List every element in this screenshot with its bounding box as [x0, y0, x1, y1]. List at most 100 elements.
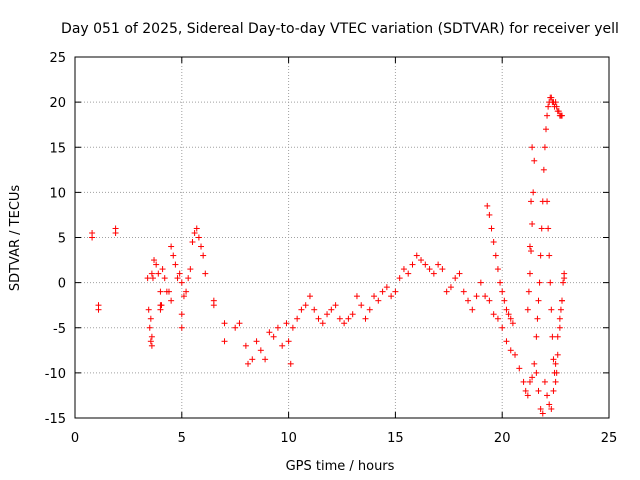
data-point [499, 288, 506, 295]
data-point [537, 405, 544, 412]
data-point [283, 320, 290, 327]
data-point [345, 315, 352, 322]
data-point [161, 275, 168, 282]
y-axis-label: SDTVAR / TECUs [8, 185, 23, 292]
data-point [191, 229, 198, 236]
data-point [549, 333, 556, 340]
data-point [540, 166, 547, 173]
data-point [553, 103, 560, 110]
data-point [512, 351, 519, 358]
data-point [557, 306, 564, 313]
data-point [528, 248, 535, 255]
data-point [533, 333, 540, 340]
data-point [147, 315, 154, 322]
data-point [465, 297, 472, 304]
data-point [490, 311, 497, 318]
data-point [552, 378, 559, 385]
data-point [198, 243, 205, 250]
x-tick-label: 25 [601, 431, 618, 446]
data-point [221, 338, 228, 345]
data-point [242, 342, 249, 349]
data-point [556, 315, 563, 322]
data-point [168, 243, 175, 250]
data-point [534, 315, 541, 322]
data-point [501, 297, 508, 304]
data-point [538, 225, 545, 232]
data-point [174, 275, 181, 282]
data-point [548, 306, 555, 313]
data-point [525, 288, 532, 295]
data-point [559, 112, 566, 119]
x-tick-label: 10 [280, 431, 297, 446]
data-point [289, 324, 296, 331]
data-point [554, 351, 561, 358]
data-point [522, 387, 529, 394]
axis-ticks: 0 5 10 15 20 25 -15 -10 -5 0 5 10 15 20 25 [45, 51, 618, 446]
data-point [266, 329, 273, 336]
data-point [405, 270, 412, 277]
data-point [486, 211, 493, 218]
data-point [484, 202, 491, 209]
data-point [520, 378, 527, 385]
data-point [146, 324, 153, 331]
data-point [232, 324, 239, 331]
data-point [503, 338, 510, 345]
data-point [452, 275, 459, 282]
data-point [556, 324, 563, 331]
data-point [392, 288, 399, 295]
data-point [535, 387, 542, 394]
data-point [147, 338, 154, 345]
data-point [477, 279, 484, 286]
x-axis-label: GPS time / hours [286, 459, 395, 474]
data-point [353, 293, 360, 300]
data-point [490, 239, 497, 246]
x-tick-label: 0 [71, 431, 79, 446]
data-point [544, 198, 551, 205]
data-point [279, 342, 286, 349]
data-point [555, 108, 562, 115]
data-point [236, 320, 243, 327]
data-point [89, 234, 96, 241]
data-point [492, 252, 499, 259]
x-tick-label: 20 [494, 431, 511, 446]
data-point [298, 306, 305, 313]
data-point [336, 315, 343, 322]
data-point [249, 356, 256, 363]
data-point [554, 333, 561, 340]
data-point [176, 270, 183, 277]
data-point [149, 275, 156, 282]
data-point [560, 279, 567, 286]
data-point [541, 144, 548, 151]
data-point [509, 320, 516, 327]
data-point [426, 266, 433, 273]
data-point [148, 270, 155, 277]
data-point [383, 284, 390, 291]
data-point [529, 144, 536, 151]
x-tick-label: 5 [178, 431, 186, 446]
data-point [530, 189, 537, 196]
data-point [550, 387, 557, 394]
data-point [95, 306, 102, 313]
data-point [539, 410, 546, 417]
data-point [505, 311, 512, 318]
data-point [548, 94, 555, 101]
data-point [274, 324, 281, 331]
data-point [148, 333, 155, 340]
data-point [157, 306, 164, 313]
data-point [319, 320, 326, 327]
data-point [396, 275, 403, 282]
data-point [285, 338, 292, 345]
data-point [144, 275, 151, 282]
data-point [311, 306, 318, 313]
data-point [494, 315, 501, 322]
data-point [537, 252, 544, 259]
data-point [155, 270, 162, 277]
data-point [507, 347, 514, 354]
data-point [531, 157, 538, 164]
data-point [157, 288, 164, 295]
data-point [170, 252, 177, 259]
data-point [422, 261, 429, 268]
y-tick-label: 20 [49, 96, 66, 111]
data-point [270, 333, 277, 340]
data-point [178, 311, 185, 318]
